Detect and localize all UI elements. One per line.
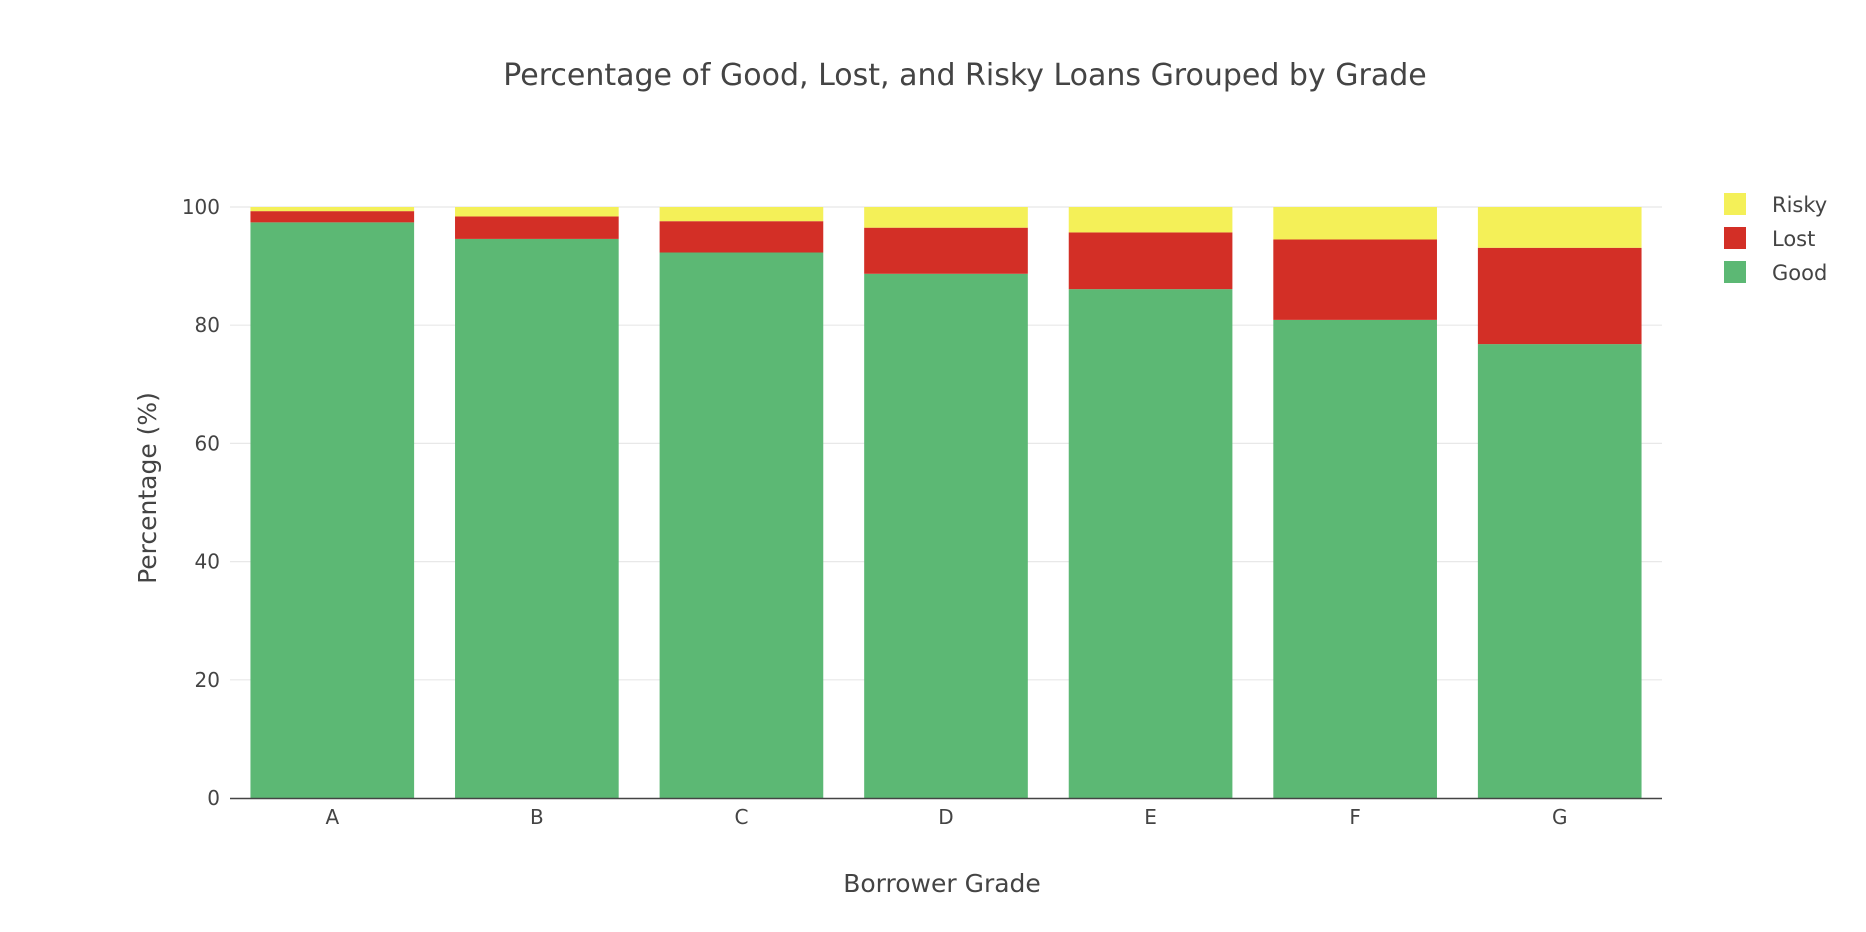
- bar-lost-g[interactable]: [1477, 247, 1642, 345]
- y-tick-label: 80: [195, 313, 220, 337]
- bar-good-f[interactable]: [1273, 319, 1437, 798]
- bar-lost-f[interactable]: [1273, 239, 1437, 320]
- bar-risky-f[interactable]: [1273, 207, 1437, 240]
- y-tick-label: 60: [195, 431, 220, 455]
- y-tick-label: 20: [195, 668, 220, 692]
- legend-label: Risky: [1772, 193, 1827, 217]
- y-axis-title: Percentage (%): [133, 392, 162, 584]
- bars: [250, 207, 1642, 799]
- legend-item-risky[interactable]: Risky: [1724, 193, 1827, 217]
- bar-lost-e[interactable]: [1068, 232, 1233, 290]
- y-tick-label: 100: [182, 195, 220, 219]
- bar-lost-d[interactable]: [864, 227, 1028, 274]
- bar-good-d[interactable]: [864, 273, 1028, 799]
- bar-risky-d[interactable]: [864, 207, 1028, 228]
- legend-label: Good: [1772, 261, 1827, 285]
- legend-item-good[interactable]: Good: [1724, 261, 1827, 285]
- legend-swatch: [1724, 261, 1746, 283]
- legend-swatch: [1724, 193, 1746, 215]
- bar-lost-c[interactable]: [659, 221, 824, 253]
- x-tick-label: D: [938, 805, 953, 829]
- bar-good-e[interactable]: [1068, 289, 1233, 798]
- chart-title: Percentage of Good, Lost, and Risky Loan…: [503, 58, 1426, 93]
- y-axis-ticks: 0 20 40 60 80 100: [182, 195, 220, 810]
- bar-risky-g[interactable]: [1477, 207, 1642, 248]
- x-tick-label: B: [530, 805, 544, 829]
- x-tick-label: G: [1552, 805, 1568, 829]
- x-axis-ticks: A B C D E F G: [325, 805, 1567, 829]
- x-tick-label: C: [734, 805, 748, 829]
- x-tick-label: A: [325, 805, 339, 829]
- legend[interactable]: Risky Lost Good: [1724, 193, 1827, 285]
- bar-risky-e[interactable]: [1068, 207, 1233, 233]
- x-axis-title: Borrower Grade: [843, 869, 1041, 898]
- bar-risky-a[interactable]: [250, 207, 415, 212]
- legend-item-lost[interactable]: Lost: [1724, 227, 1815, 251]
- x-tick-label: F: [1349, 805, 1361, 829]
- bar-risky-b[interactable]: [455, 207, 619, 217]
- bar-good-g[interactable]: [1477, 344, 1642, 798]
- y-tick-label: 0: [207, 786, 220, 810]
- bar-lost-a[interactable]: [250, 211, 415, 223]
- x-tick-label: E: [1144, 805, 1157, 829]
- bar-good-a[interactable]: [250, 222, 415, 799]
- bar-risky-c[interactable]: [659, 207, 824, 222]
- bar-good-b[interactable]: [455, 238, 619, 798]
- legend-label: Lost: [1772, 227, 1815, 251]
- legend-swatch: [1724, 227, 1746, 249]
- bar-lost-b[interactable]: [455, 216, 619, 239]
- bar-good-c[interactable]: [659, 252, 824, 798]
- y-tick-label: 40: [195, 550, 220, 574]
